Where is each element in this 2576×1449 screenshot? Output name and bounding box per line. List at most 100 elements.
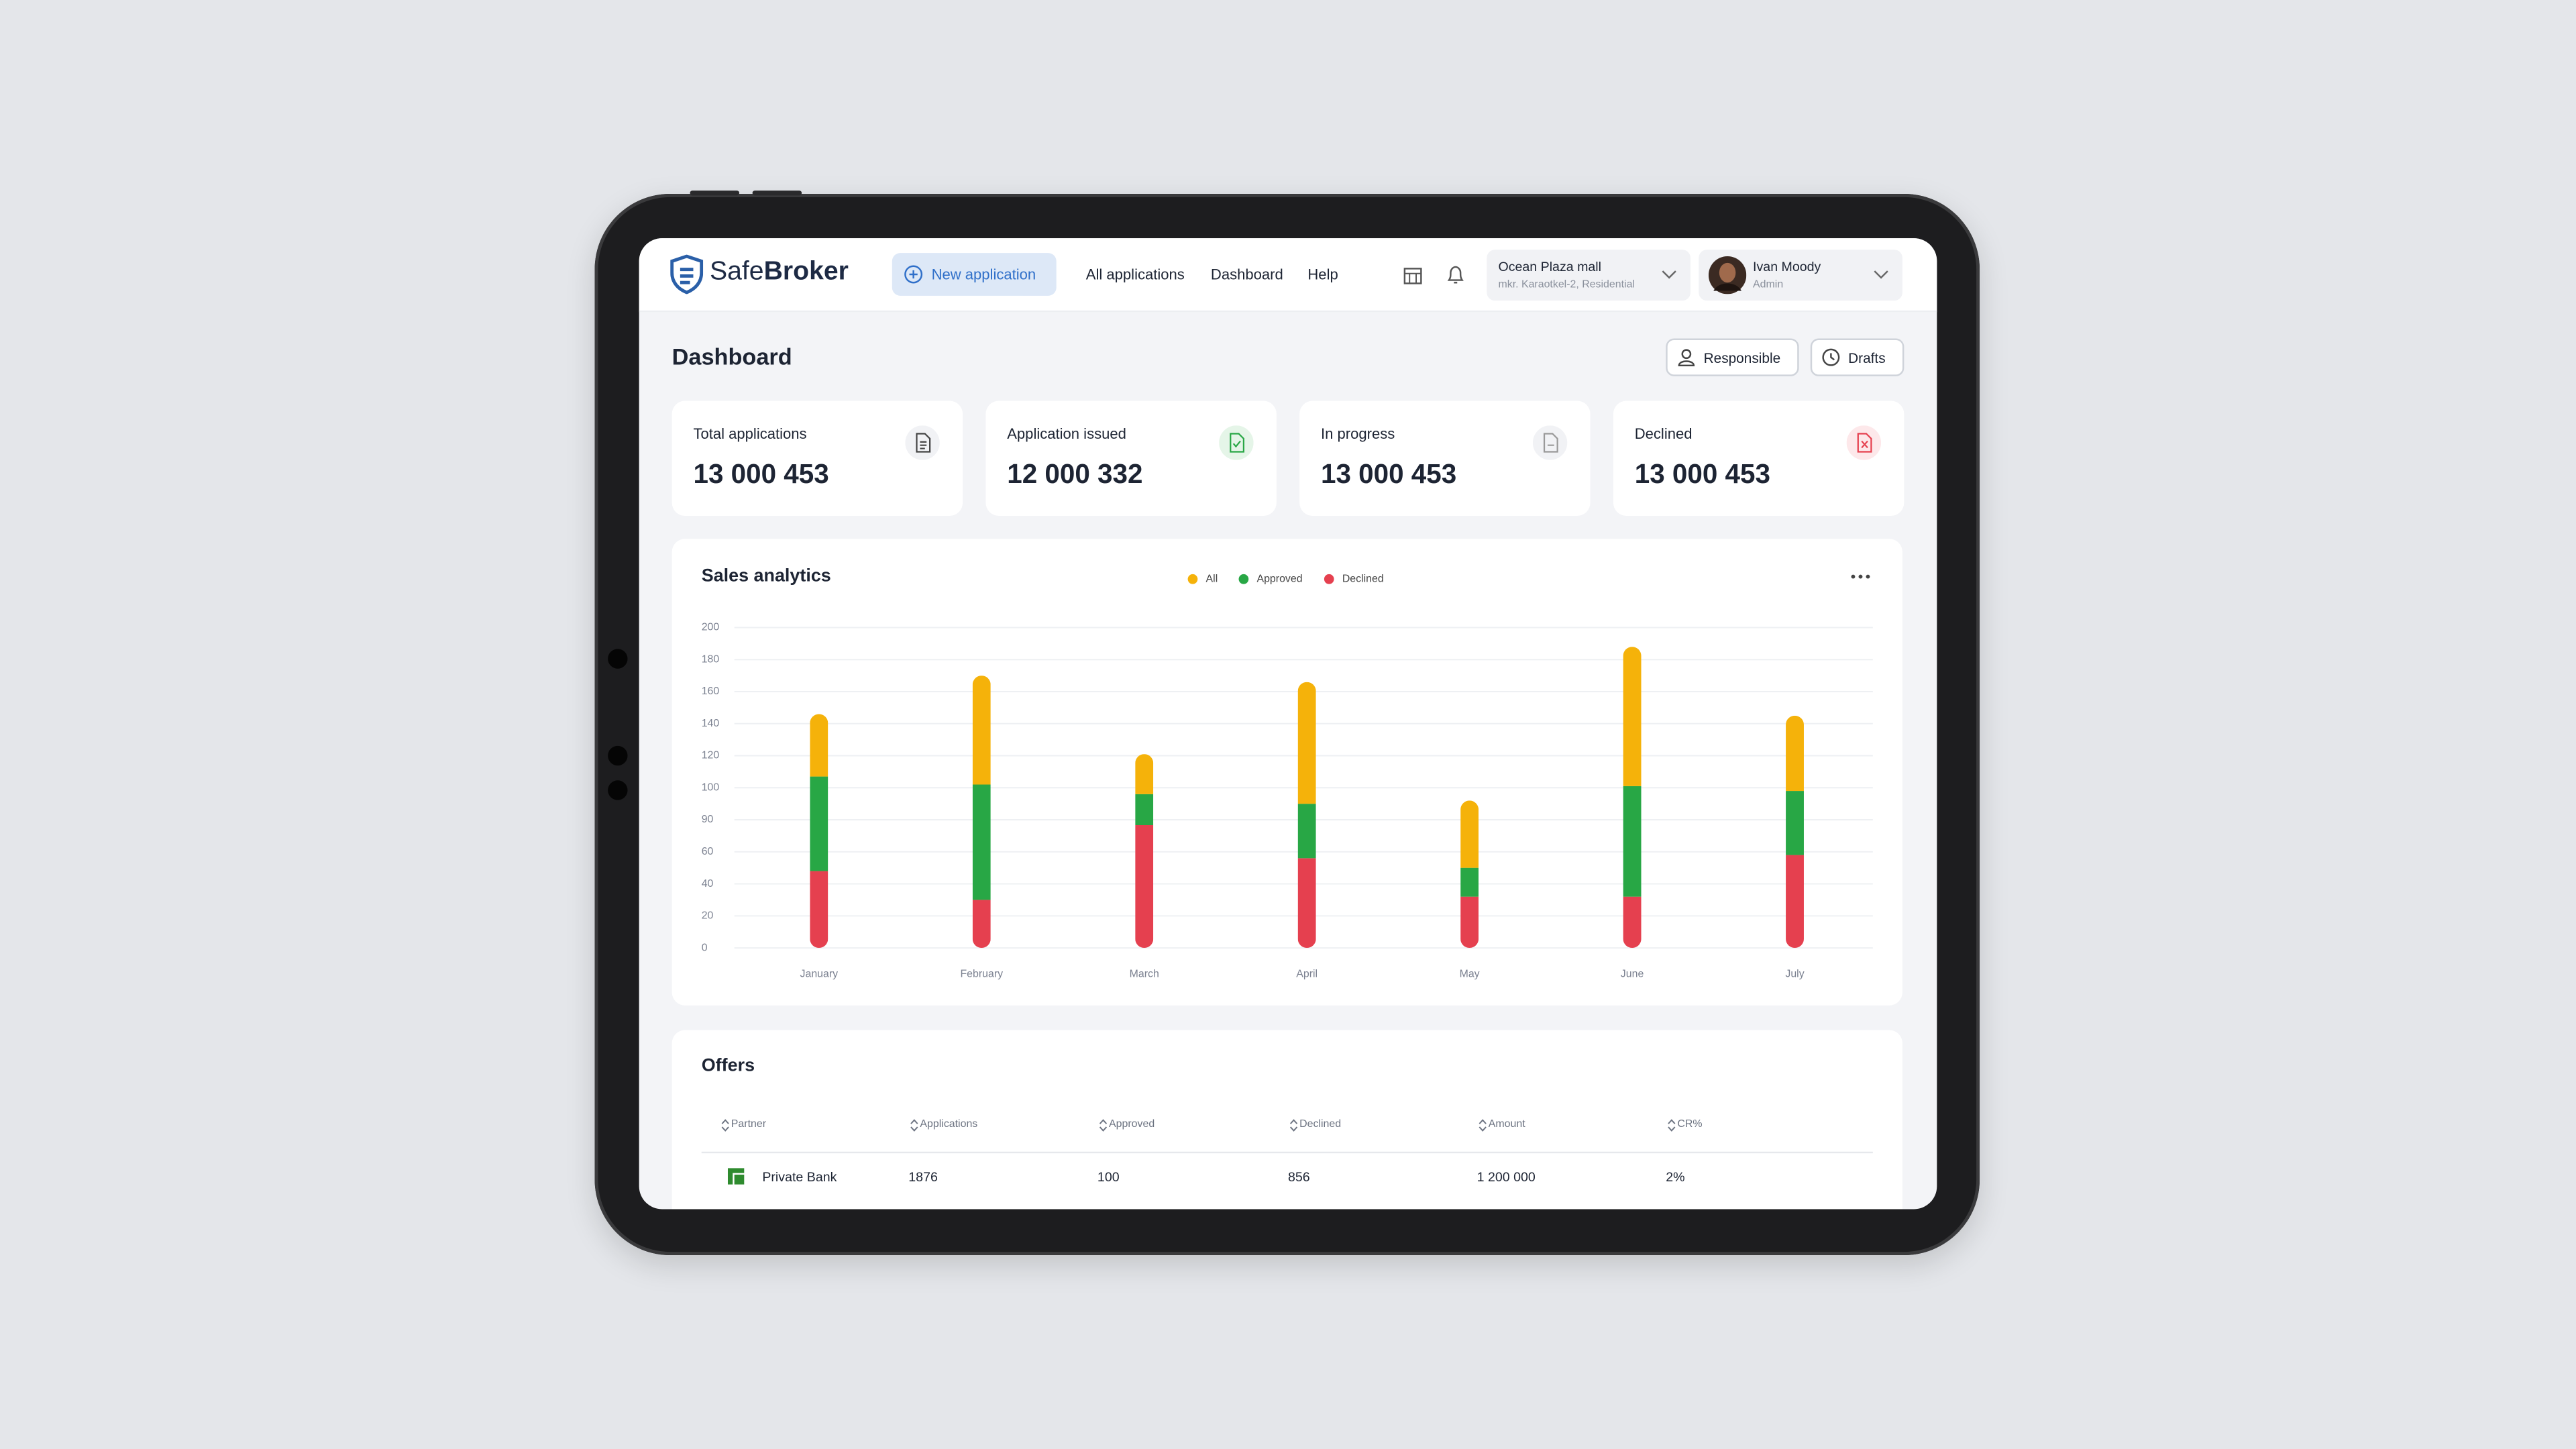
x-tick-label: January [800,968,839,979]
bar-segment [1297,858,1316,949]
bar-segment [810,776,828,871]
card-label: Declined [1634,425,1693,442]
user-name: Ivan Moody [1753,259,1821,274]
side-button [690,191,740,196]
column-header[interactable]: Amount [1488,1118,1525,1130]
y-tick-label: 180 [702,653,720,665]
y-tick-label: 0 [702,942,708,953]
more-icon[interactable] [1858,574,1863,579]
column-header[interactable]: Partner [731,1118,767,1130]
nav-link[interactable]: Dashboard [1210,266,1283,283]
sort-icon[interactable] [1099,1119,1108,1132]
bar-segment [972,900,991,949]
partner-logo [727,1168,745,1185]
bar-segment [1623,647,1642,786]
y-tick-label: 40 [702,878,714,890]
stat-card: Declined 13 000 453 [1613,400,1904,516]
pending-document-icon [1532,425,1568,460]
x-tick-label: June [1621,968,1644,979]
card-label: Application issued [1007,425,1126,442]
x-tick-label: May [1460,968,1480,979]
bar-segment [972,784,991,900]
x-tick-label: February [960,968,1003,979]
logo-light: Safe [709,258,764,286]
y-tick-label: 140 [702,718,720,729]
table-cell: 100 [1097,1169,1120,1185]
x-tick-label: April [1296,968,1318,979]
column-header[interactable]: Approved [1109,1118,1155,1130]
column-header[interactable]: Applications [920,1118,978,1130]
chart-card [672,539,1902,1006]
page-title: Dashboard [672,343,792,370]
user-role: Admin [1753,279,1784,291]
button-label: Drafts [1848,350,1886,367]
table-cell: 1876 [908,1169,938,1185]
table-cell: Private Bank [762,1169,837,1185]
user-menu[interactable]: Ivan Moody Admin [1699,250,1902,301]
nav-link[interactable]: Help [1307,266,1338,283]
stat-card: Total applications 13 000 453 [672,400,963,516]
column-header[interactable]: CR% [1677,1118,1703,1130]
bar-segment [1460,800,1479,868]
camera [608,780,628,800]
screen: SafeBroker New application All applicati… [639,238,1937,1210]
location-name: Ocean Plaza mall [1498,259,1602,274]
bar-segment [1786,715,1804,792]
card-label: Total applications [693,425,807,442]
stat-card: In progress 13 000 453 [1299,400,1591,516]
nav-link[interactable]: All applications [1085,266,1185,283]
offers-card: Offers Partner Applications Approved Declin… [672,1030,1902,1210]
bar-segment [1623,786,1642,897]
new-application-button[interactable]: New application [892,253,1057,296]
button-label: Responsible [1703,350,1781,367]
calendar-icon[interactable] [1403,266,1422,286]
sort-icon[interactable] [910,1119,918,1132]
bar-segment [1297,682,1316,804]
table-cell: 856 [1288,1169,1310,1185]
user-icon [1678,349,1695,367]
top-bar: SafeBroker New application All applicati… [639,238,1937,313]
location-selector[interactable]: Ocean Plaza mall mkr. Karaotkel-2, Resid… [1487,250,1691,301]
bar-segment [1297,804,1316,859]
logo-icon [670,254,704,294]
sort-icon[interactable] [1668,1119,1676,1132]
drafts-button[interactable]: Drafts [1810,338,1904,376]
avatar [1708,256,1747,294]
clock-icon [1822,348,1840,366]
sort-icon[interactable] [721,1119,729,1132]
logo-bold: Broker [763,258,849,286]
legend-label: All [1206,573,1218,584]
check-document-icon [1219,425,1254,460]
y-tick-label: 20 [702,910,714,922]
bell-icon[interactable] [1446,264,1465,286]
bar-segment [1786,791,1804,855]
y-tick-label: 60 [702,846,714,857]
offers-title: Offers [701,1056,755,1077]
stat-card: Application issued 12 000 332 [985,400,1277,516]
location-address: mkr. Karaotkel-2, Residential [1498,279,1635,291]
column-header[interactable]: Declined [1299,1118,1342,1130]
legend-dot [1238,574,1249,584]
chevron [1662,270,1676,279]
sort-icon[interactable] [1479,1119,1487,1132]
more-icon[interactable] [1851,574,1856,579]
bar-segment [972,676,991,785]
y-tick-label: 100 [702,782,720,793]
more-icon[interactable] [1866,574,1870,579]
bar-segment [1786,855,1804,949]
chart-title: Sales analytics [702,566,831,586]
card-value: 13 000 453 [1320,460,1457,490]
plus-icon [904,265,923,284]
responsible-button[interactable]: Responsible [1666,338,1799,376]
bar-segment [1623,896,1642,949]
sort-icon[interactable] [1289,1119,1298,1132]
bar-segment [1135,794,1154,826]
x-tick-label: July [1785,968,1804,979]
camera [608,649,628,669]
declined-document-icon [1846,425,1882,460]
bar-segment [1135,754,1154,794]
card-value: 13 000 453 [693,460,829,490]
card-value: 13 000 453 [1634,460,1771,490]
